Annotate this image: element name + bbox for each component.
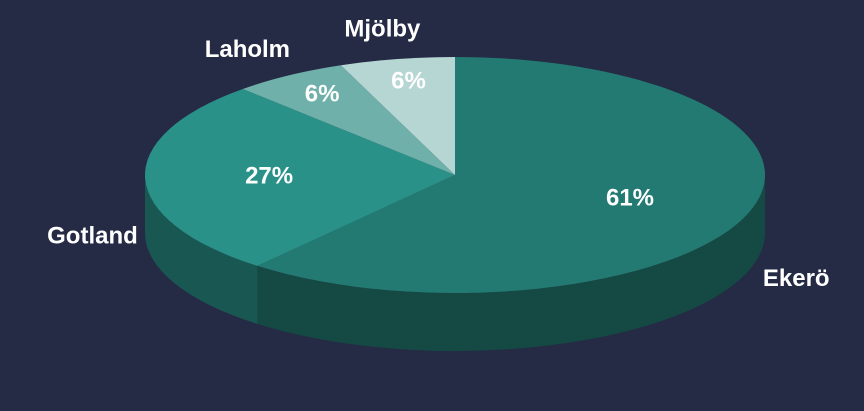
pie-slice (144, 88, 455, 266)
category-label: Gotland (47, 223, 138, 250)
category-label: Laholm (205, 36, 290, 63)
pie-slice (242, 65, 455, 175)
data-label: 6% (305, 81, 340, 108)
data-label: 6% (391, 68, 426, 95)
pie-side (145, 175, 258, 324)
data-label: 27% (245, 163, 293, 190)
pie-side (257, 175, 765, 351)
category-label: Mjölby (344, 15, 421, 42)
pie-slice (340, 57, 455, 175)
data-label: 61% (606, 184, 654, 211)
category-label: Ekerö (763, 265, 830, 292)
pie-slice (257, 57, 765, 293)
